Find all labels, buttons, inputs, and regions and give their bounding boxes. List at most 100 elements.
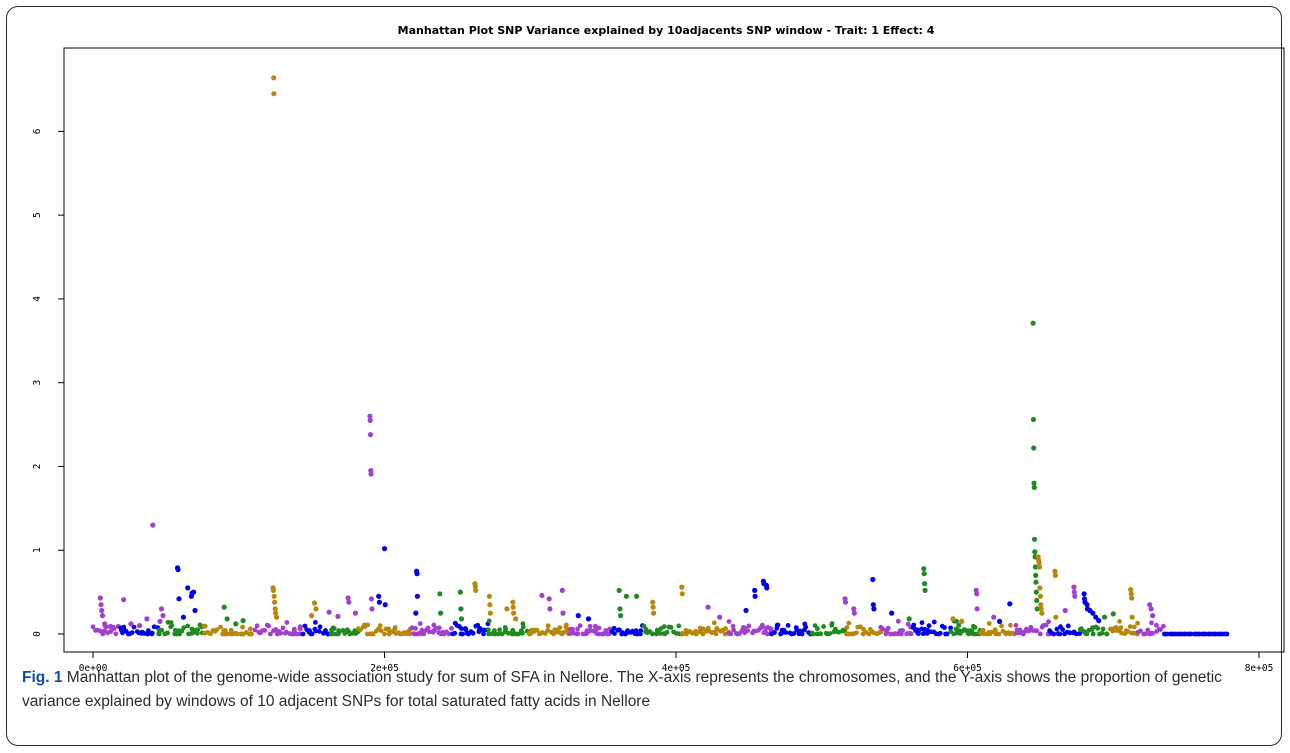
- baseline-point: [228, 627, 234, 633]
- data-point: [1129, 595, 1135, 601]
- baseline-point: [1143, 631, 1148, 637]
- baseline-point: [545, 627, 551, 633]
- baseline-point: [765, 631, 770, 637]
- baseline-point: [885, 625, 891, 631]
- baseline-point: [603, 628, 609, 633]
- data-point: [634, 593, 640, 599]
- data-point: [240, 618, 246, 624]
- y-tick-label: 6: [32, 128, 43, 134]
- data-point: [191, 589, 197, 595]
- data-point: [950, 616, 956, 622]
- plot-area: [63, 47, 1285, 653]
- baseline-point: [981, 631, 987, 637]
- baseline-point: [827, 631, 833, 636]
- data-point: [1150, 613, 1156, 619]
- baseline-point: [676, 623, 682, 629]
- data-point: [1030, 320, 1036, 326]
- baseline-point: [459, 626, 464, 631]
- baseline-point: [262, 628, 268, 633]
- baseline-point: [386, 627, 392, 633]
- data-point: [623, 593, 630, 599]
- baseline-point: [426, 629, 432, 635]
- data-point: [651, 610, 657, 616]
- x-tick-label: 6e+05: [953, 663, 982, 674]
- data-point: [679, 584, 685, 590]
- baseline-point: [1164, 631, 1169, 637]
- data-point: [650, 604, 656, 610]
- baseline-point: [113, 631, 119, 637]
- chart-title: Manhattan Plot SNP Variance explained by…: [398, 24, 935, 37]
- data-point: [486, 593, 492, 599]
- baseline-point: [962, 627, 968, 633]
- data-point: [458, 616, 465, 622]
- baseline-point: [1149, 620, 1154, 626]
- data-point: [102, 621, 108, 627]
- baseline-point: [278, 630, 284, 636]
- data-point: [1129, 614, 1135, 620]
- data-point: [345, 595, 351, 601]
- figure-caption: Fig. 1 Manhattan plot of the genome-wide…: [22, 666, 1272, 714]
- data-point: [617, 606, 623, 612]
- baseline-point: [156, 631, 162, 637]
- baseline-point: [452, 630, 458, 636]
- data-point: [1090, 610, 1096, 616]
- x-tick-label: 8e+05: [1245, 663, 1274, 674]
- baseline-point: [551, 631, 556, 637]
- baseline-point: [587, 623, 593, 629]
- figure-label: Fig. 1: [22, 669, 63, 686]
- data-point: [752, 587, 758, 594]
- baseline-point: [425, 625, 431, 631]
- baseline-point: [520, 624, 526, 630]
- baseline-point: [309, 631, 315, 637]
- baseline-point: [1090, 631, 1096, 637]
- baseline-point: [1026, 628, 1032, 634]
- baseline-point: [745, 628, 750, 633]
- baseline-point: [557, 625, 563, 630]
- data-point: [1036, 560, 1042, 566]
- baseline-point: [382, 631, 387, 637]
- data-point: [1007, 601, 1013, 607]
- baseline-point: [818, 631, 824, 637]
- baseline-point: [775, 622, 781, 628]
- y-tick-label: 0: [32, 631, 43, 637]
- data-point: [457, 589, 463, 595]
- data-point: [1037, 585, 1043, 591]
- baseline-point: [575, 631, 581, 637]
- baseline-point: [1084, 631, 1090, 637]
- baseline-point: [234, 631, 240, 637]
- data-point: [921, 566, 927, 572]
- baseline-point: [172, 627, 178, 633]
- baseline-point: [661, 624, 667, 629]
- baseline-point: [392, 625, 398, 630]
- data-point: [870, 602, 876, 608]
- baseline-point: [195, 627, 201, 633]
- data-point: [224, 616, 230, 622]
- baseline-point: [1125, 629, 1131, 634]
- baseline-point: [846, 620, 852, 626]
- data-point: [1031, 480, 1037, 486]
- baseline-point: [911, 622, 917, 628]
- baseline-point: [1060, 627, 1065, 632]
- baseline-band: [90, 618, 1230, 637]
- baseline-point: [920, 631, 926, 637]
- data-point: [346, 599, 352, 605]
- baseline-point: [829, 621, 835, 626]
- data-point: [1033, 589, 1039, 595]
- baseline-point: [195, 630, 200, 636]
- baseline-point: [821, 624, 826, 629]
- baseline-point: [944, 631, 950, 637]
- data-point: [1096, 618, 1102, 624]
- baseline-point: [534, 627, 540, 633]
- baseline-point: [900, 628, 905, 633]
- data-point: [367, 417, 373, 423]
- baseline-point: [149, 630, 155, 636]
- baseline-point: [268, 631, 273, 637]
- baseline-point: [481, 631, 486, 637]
- baseline-point: [895, 618, 901, 624]
- baseline-point: [247, 626, 253, 632]
- data-point: [889, 610, 895, 616]
- baseline-point: [1067, 630, 1073, 636]
- baseline-point: [866, 631, 872, 637]
- baseline-point: [908, 631, 914, 637]
